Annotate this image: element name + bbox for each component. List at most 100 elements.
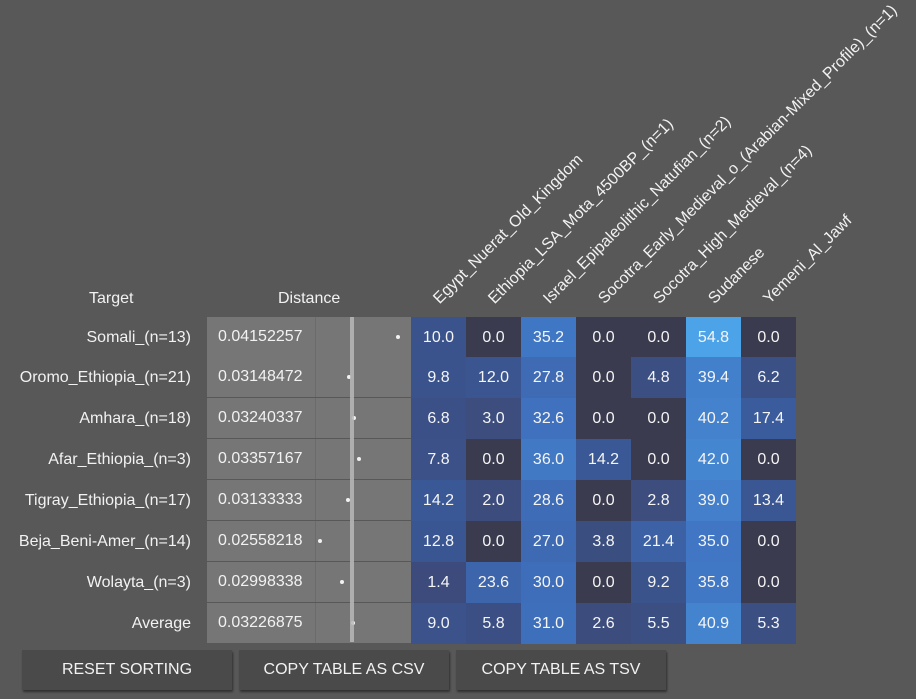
distance-dot <box>318 539 322 543</box>
source-column-headers: Egypt_Nuerat_Old_Kingdom Ethiopia_LSA_Mot… <box>0 0 916 310</box>
distance-divider <box>315 439 316 479</box>
percentage-cell: 4.8 <box>631 357 686 398</box>
percentage-cell: 42.0 <box>686 439 741 480</box>
distance-cell: 0.03226875 <box>207 603 411 643</box>
target-name: Tigray_Ethiopia_(n=17) <box>24 492 191 509</box>
target-name: Oromo_Ethiopia_(n=21) <box>19 369 191 386</box>
percentage-cell: 3.8 <box>576 521 631 562</box>
table-row: Oromo_Ethiopia_(n=21) 0.03148472 9.8 12.0 27… <box>0 357 916 398</box>
distance-divider <box>315 480 316 520</box>
distance-divider <box>315 317 316 357</box>
percentage-cell: 0.0 <box>631 398 686 439</box>
percentage-cell: 0.0 <box>576 317 631 358</box>
distance-cell: 0.03148472 <box>207 357 411 397</box>
distance-column-header[interactable]: Distance <box>278 290 341 307</box>
distance-divider <box>315 521 316 561</box>
percentage-cell: 9.2 <box>631 562 686 603</box>
percentage-cell: 2.8 <box>631 480 686 521</box>
distance-value: 0.04152257 <box>218 328 303 345</box>
distance-dot <box>340 580 344 584</box>
percentage-cell: 31.0 <box>521 603 576 644</box>
percentage-cell: 3.0 <box>466 398 521 439</box>
percentage-cell: 0.0 <box>576 398 631 439</box>
percentage-cell: 0.0 <box>741 562 796 603</box>
percentage-cell: 2.0 <box>466 480 521 521</box>
percentage-cell: 9.0 <box>411 603 466 644</box>
target-name: Wolayta_(n=3) <box>86 574 191 591</box>
percentage-cell: 35.2 <box>521 317 576 358</box>
percentage-cell: 0.0 <box>576 562 631 603</box>
table-row: Somali_(n=13) 0.04152257 10.0 0.0 35.2 0.0 0.0… <box>0 317 916 358</box>
percentage-cell: 36.0 <box>521 439 576 480</box>
percentage-cell: 0.0 <box>741 317 796 358</box>
table-row: Wolayta_(n=3) 0.02998338 1.4 23.6 30.0 0.0 9.2… <box>0 562 916 603</box>
percentage-cell: 54.8 <box>686 317 741 358</box>
distance-value: 0.02998338 <box>218 573 303 590</box>
percentage-cell: 9.8 <box>411 357 466 398</box>
table-row: Tigray_Ethiopia_(n=17) 0.03133333 14.2 2.0 2… <box>0 480 916 521</box>
percentage-cell: 0.0 <box>576 480 631 521</box>
table-row: Average 0.03226875 9.0 5.8 31.0 2.6 5.5 40.9 5.3 <box>0 603 916 644</box>
copy-tsv-button[interactable]: Copy table as TSV <box>456 650 666 690</box>
percentage-cell: 40.9 <box>686 603 741 644</box>
copy-csv-button[interactable]: Copy table as CSV <box>239 650 449 690</box>
distance-value: 0.02558218 <box>218 532 303 549</box>
percentage-cell: 23.6 <box>466 562 521 603</box>
percentage-cell: 0.0 <box>466 317 521 358</box>
table-row: Amhara_(n=18) 0.03240337 6.8 3.0 32.6 0.0 0.0 4… <box>0 398 916 439</box>
percentage-cell: 35.8 <box>686 562 741 603</box>
target-name: Beja_Beni-Amer_(n=14) <box>18 533 191 550</box>
percentage-cell: 28.6 <box>521 480 576 521</box>
distance-dot <box>396 335 400 339</box>
percentage-cell: 5.3 <box>741 603 796 644</box>
percentage-cell: 39.0 <box>686 480 741 521</box>
percentage-cell: 27.8 <box>521 357 576 398</box>
distance-value: 0.03357167 <box>218 450 303 467</box>
column-header-6[interactable]: Yemeni_Al_Jawf <box>760 212 856 308</box>
reset-sorting-button[interactable]: Reset sorting <box>22 650 232 690</box>
target-name: Amhara_(n=18) <box>79 410 191 427</box>
distance-value: 0.03133333 <box>218 491 303 508</box>
percentage-cell: 0.0 <box>631 317 686 358</box>
distance-value: 0.03226875 <box>218 614 303 631</box>
distance-cell: 0.03357167 <box>207 439 411 479</box>
distance-dot <box>347 375 351 379</box>
percentage-cell: 0.0 <box>741 521 796 562</box>
target-name: Somali_(n=13) <box>86 329 192 346</box>
percentage-cell: 1.4 <box>411 562 466 603</box>
distance-divider <box>315 603 316 643</box>
table-row: Afar_Ethiopia_(n=3) 0.03357167 7.8 0.0 36.0 1… <box>0 439 916 480</box>
percentage-cell: 13.4 <box>741 480 796 521</box>
percentage-cell: 0.0 <box>741 439 796 480</box>
percentage-cell: 21.4 <box>631 521 686 562</box>
percentage-cell: 5.8 <box>466 603 521 644</box>
percentage-cell: 12.8 <box>411 521 466 562</box>
distance-cell: 0.03133333 <box>207 480 411 520</box>
percentage-cell: 40.2 <box>686 398 741 439</box>
percentage-cell: 7.8 <box>411 439 466 480</box>
distance-cell: 0.02558218 <box>207 521 411 561</box>
target-column-header[interactable]: Target <box>89 290 134 307</box>
percentage-cell: 0.0 <box>576 357 631 398</box>
distance-dot <box>357 457 361 461</box>
percentage-cell: 27.0 <box>521 521 576 562</box>
percentage-cell: 39.4 <box>686 357 741 398</box>
percentage-cell: 0.0 <box>466 439 521 480</box>
percentage-cell: 12.0 <box>466 357 521 398</box>
percentage-cell: 14.2 <box>576 439 631 480</box>
percentage-cell: 10.0 <box>411 317 466 358</box>
percentage-cell: 6.2 <box>741 357 796 398</box>
distance-divider <box>315 357 316 397</box>
percentage-cell: 5.5 <box>631 603 686 644</box>
distance-dot <box>346 498 350 502</box>
percentage-cell: 2.6 <box>576 603 631 644</box>
target-name: Average <box>131 615 191 632</box>
percentage-cell: 0.0 <box>631 439 686 480</box>
percentage-cell: 14.2 <box>411 480 466 521</box>
distance-cell: 0.04152257 <box>207 317 411 357</box>
percentage-cell: 30.0 <box>521 562 576 603</box>
distance-cell: 0.03240337 <box>207 398 411 438</box>
percentage-cell: 35.0 <box>686 521 741 562</box>
table-row: Beja_Beni-Amer_(n=14) 0.02558218 12.8 0.0 27… <box>0 521 916 562</box>
percentage-cell: 0.0 <box>466 521 521 562</box>
